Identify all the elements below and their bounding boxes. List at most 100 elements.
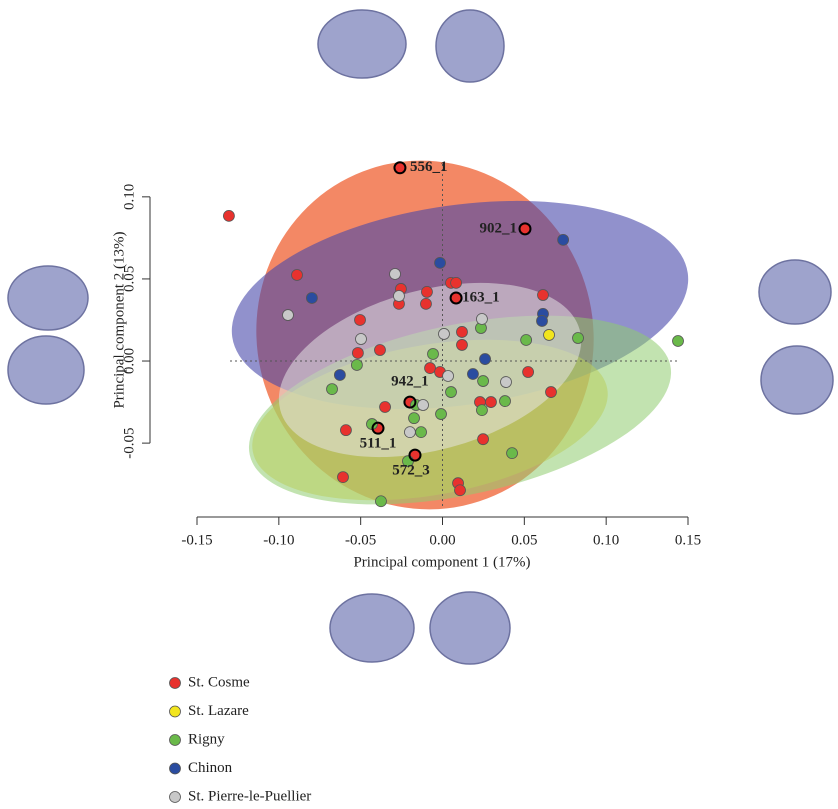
point [282, 309, 294, 321]
point [506, 447, 518, 460]
series [326, 322, 684, 508]
point [355, 333, 367, 345]
y-tick-label: 0.10 [121, 184, 137, 210]
point [485, 396, 497, 408]
point [454, 484, 466, 497]
series [305, 233, 570, 381]
skull [7, 265, 89, 331]
point [340, 424, 352, 437]
x-tick-label: 0.05 [511, 532, 537, 548]
point [404, 426, 416, 439]
highlight-ring [518, 222, 532, 236]
point [375, 495, 387, 508]
point [500, 376, 512, 388]
point [435, 408, 447, 420]
point [545, 386, 557, 398]
point [223, 209, 235, 222]
point [354, 314, 366, 326]
y-tick-label: 0.05 [121, 266, 137, 292]
x-tick-label: 0.00 [429, 532, 455, 548]
point [572, 332, 584, 344]
series [543, 329, 555, 341]
point [291, 269, 303, 281]
highlight-ring [371, 421, 385, 435]
annotation: 556_1 [410, 159, 448, 175]
point [427, 348, 439, 360]
point [477, 375, 489, 387]
x-tick-label: -0.05 [345, 532, 376, 548]
legend-swatch [169, 734, 181, 746]
legend-swatch [169, 791, 181, 803]
highlight-ring [403, 395, 417, 409]
annotation: 572_3 [392, 463, 430, 479]
point [442, 370, 454, 382]
series [282, 268, 512, 439]
highlight-ring [393, 161, 407, 175]
legend-swatch [169, 705, 181, 718]
y-tick-label: 0.00 [121, 348, 137, 374]
legend-label: Rigny [188, 731, 225, 747]
point [351, 347, 364, 359]
x-tick-label: -0.15 [181, 532, 212, 548]
point [393, 290, 405, 302]
legend-swatch [169, 762, 181, 775]
point [557, 233, 570, 246]
point [456, 339, 468, 351]
point [379, 401, 391, 413]
point [477, 433, 489, 446]
legend-label: St. Cosme [188, 674, 250, 690]
skull [760, 345, 834, 415]
skull [429, 591, 511, 665]
x-axis-label: Principal component 1 (17%) [353, 554, 530, 570]
point [415, 426, 427, 439]
skull [435, 9, 505, 83]
annotation: 902_1 [479, 220, 517, 236]
point [337, 471, 349, 484]
point [445, 386, 457, 398]
legend-label: St. Lazare [188, 703, 249, 719]
point [543, 329, 555, 341]
point [522, 366, 534, 378]
point [420, 297, 432, 310]
skull-images [7, 9, 834, 665]
point [333, 369, 346, 381]
point [476, 313, 488, 325]
highlight-ring [449, 291, 463, 305]
point [537, 289, 549, 301]
x-tick-label: 0.15 [675, 532, 701, 548]
point [389, 268, 401, 280]
point [421, 286, 433, 298]
y-tick-label: -0.05 [121, 427, 137, 458]
x-tick-label: -0.10 [263, 532, 294, 548]
skull [758, 259, 832, 325]
point [450, 276, 462, 289]
point [374, 344, 386, 356]
highlight-ring [408, 448, 422, 462]
point [467, 368, 479, 380]
point [434, 256, 446, 269]
point [672, 335, 684, 347]
point [438, 328, 450, 340]
point [424, 362, 436, 374]
point [456, 326, 468, 338]
annotation: 163_1 [462, 289, 500, 305]
point [479, 353, 491, 365]
legend-label: St. Pierre-le-Puellier [188, 788, 311, 804]
skull [329, 593, 415, 663]
legend-label: Chinon [188, 760, 233, 776]
x-tick-label: 0.10 [593, 532, 619, 548]
point [408, 412, 420, 425]
skull [317, 9, 407, 79]
skull [7, 335, 85, 405]
point [417, 399, 429, 411]
annotation: 511_1 [360, 436, 397, 452]
point [476, 404, 488, 417]
legend-swatch [169, 677, 181, 689]
point [499, 395, 511, 407]
point [305, 292, 318, 304]
annotation: 942_1 [391, 374, 429, 390]
point [536, 315, 548, 327]
point [326, 383, 338, 395]
y-axis-label: Principal component 2 (13%) [111, 231, 127, 408]
